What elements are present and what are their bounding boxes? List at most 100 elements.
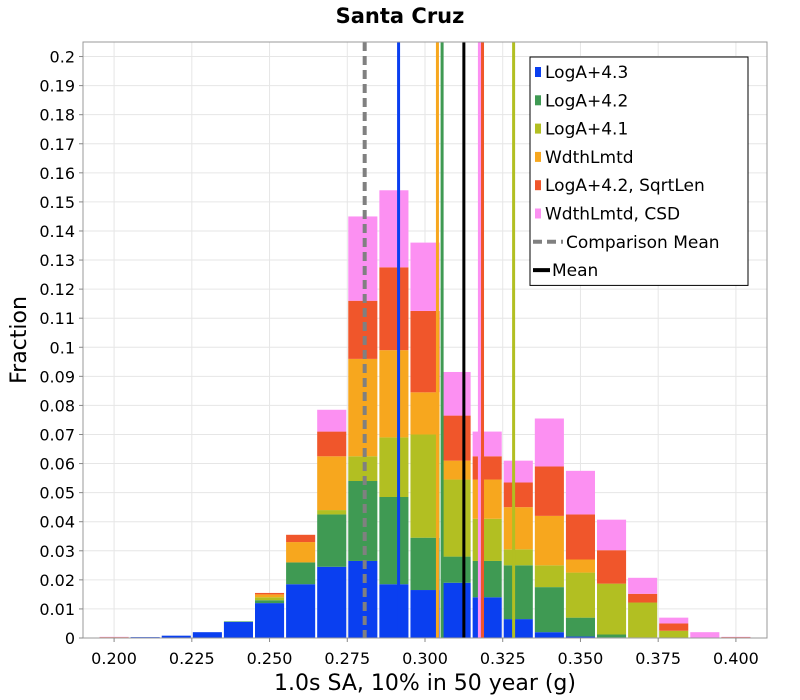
bar-loga-4-2-sqrtlen-11 <box>441 415 471 461</box>
bar-loga-4-2-13 <box>503 565 533 620</box>
bar-loga-4-2-sqrtlen-7 <box>317 431 347 457</box>
legend-swatch-loga-4-2 <box>535 95 541 106</box>
bar-loga-4-2-7 <box>317 514 347 567</box>
x-tick-label: 0.400 <box>713 649 759 668</box>
bar-loga-4-2-sqrtlen-12 <box>472 456 502 480</box>
bar-wdthlmtd-14 <box>534 515 564 566</box>
bar-wdthlmtd-csd-16 <box>597 519 627 551</box>
y-tick-label: 0.13 <box>39 251 75 270</box>
bar-loga-4-2-sqrtlen-15 <box>565 514 595 560</box>
bar-loga-4-2-14 <box>534 587 564 633</box>
bar-loga-4-3-12 <box>472 597 502 638</box>
x-tick-label: 0.275 <box>324 649 370 668</box>
bar-loga-4-3-10 <box>410 590 440 638</box>
bar-loga-4-1-10 <box>410 434 440 538</box>
bar-loga-4-3-4 <box>223 622 253 638</box>
bar-wdthlmtd-11 <box>441 460 471 480</box>
bar-wdthlmtd-13 <box>503 507 533 550</box>
y-tick-label: 0.08 <box>39 396 75 415</box>
bar-loga-4-1-16 <box>597 583 627 635</box>
bars <box>99 190 751 638</box>
y-tick-label: 0.11 <box>39 309 75 328</box>
bar-wdthlmtd-12 <box>472 479 502 519</box>
y-tick-label: 0.2 <box>50 48 75 67</box>
legend-box <box>529 56 749 286</box>
bar-loga-4-1-15 <box>565 572 595 618</box>
bar-loga-4-2-12 <box>472 560 502 598</box>
y-tick-label: 0.18 <box>39 106 75 125</box>
bar-wdthlmtd-csd-13 <box>503 460 533 483</box>
bar-loga-4-1-13 <box>503 549 533 566</box>
legend-label-loga-4-2-sqrtlen: LogA+4.2, SqrtLen <box>545 176 705 196</box>
bar-loga-4-1-18 <box>659 630 689 638</box>
y-tick-label: 0.07 <box>39 425 75 444</box>
bar-loga-4-3-5 <box>255 603 285 638</box>
bar-wdthlmtd-csd-9 <box>379 190 409 268</box>
y-tick-label: 0.02 <box>39 571 75 590</box>
legend: LogA+4.3 LogA+4.2 LogA+4.1 WdthLmtd LogA+4.2… <box>529 56 749 286</box>
bar-loga-4-2-sqrtlen-18 <box>659 623 689 631</box>
bar-loga-4-2-11 <box>441 556 471 583</box>
bar-wdthlmtd-15 <box>565 559 595 573</box>
legend-label-loga-4-1: LogA+4.1 <box>545 120 628 140</box>
bar-loga-4-1-12 <box>472 518 502 561</box>
bar-wdthlmtd-csd-15 <box>565 470 595 515</box>
y-tick-label: 0.01 <box>39 600 75 619</box>
x-axis-ticks: 0.200 0.225 0.250 0.275 0.300 0.325 0.350 0.375… <box>91 638 759 668</box>
y-tick-label: 0.19 <box>39 77 75 96</box>
bar-wdthlmtd-5 <box>255 594 285 598</box>
y-tick-label: 0.1 <box>50 338 75 357</box>
x-tick-label: 0.300 <box>402 649 448 668</box>
bar-loga-4-3-14 <box>534 632 564 638</box>
bar-loga-4-3-6 <box>286 584 316 638</box>
legend-swatch-loga-4-3 <box>535 67 541 77</box>
bar-wdthlmtd-csd-18 <box>659 617 689 624</box>
x-tick-label: 0.200 <box>91 649 137 668</box>
bar-wdthlmtd-9 <box>379 350 409 438</box>
y-tick-label: 0.09 <box>39 367 75 386</box>
bar-wdthlmtd-csd-14 <box>534 418 564 467</box>
y-tick-label: 0.04 <box>39 513 75 532</box>
chart-title: Santa Cruz <box>336 4 465 28</box>
x-axis-label: 1.0s SA, 10% in 50 year (g) <box>274 671 576 696</box>
bar-wdthlmtd-csd-11 <box>441 371 471 416</box>
bar-wdthlmtd-csd-7 <box>317 409 347 432</box>
legend-label-wdthlmtd-csd: WdthLmtd, CSD <box>545 205 680 225</box>
legend-swatch-loga-4-2-sqrtlen <box>535 180 541 191</box>
x-tick-label: 0.225 <box>169 649 215 668</box>
bar-wdthlmtd-6 <box>286 542 316 563</box>
legend-label-loga-4-2: LogA+4.2 <box>545 91 628 111</box>
bar-loga-4-1-7 <box>317 510 347 515</box>
legend-label-comparison-mean: Comparison Mean <box>566 233 720 253</box>
legend-swatch-loga-4-1 <box>535 123 541 134</box>
bar-loga-4-3-3 <box>192 632 222 638</box>
bar-loga-4-3-8 <box>348 560 378 638</box>
legend-swatch-wdthlmtd <box>535 151 541 162</box>
x-tick-label: 0.375 <box>635 649 681 668</box>
legend-label-wdthlmtd: WdthLmtd <box>545 148 634 168</box>
bar-loga-4-2-sqrtlen-17 <box>628 593 658 603</box>
y-tick-label: 0.16 <box>39 164 75 183</box>
bar-wdthlmtd-csd-19 <box>690 632 720 638</box>
bar-loga-4-2-10 <box>410 537 440 591</box>
legend-label-mean: Mean <box>552 261 598 281</box>
x-tick-label: 0.350 <box>558 649 604 668</box>
bar-loga-4-1-17 <box>628 602 658 638</box>
bar-loga-4-2-16 <box>597 634 627 638</box>
y-tick-label: 0.17 <box>39 135 75 154</box>
bar-loga-4-1-9 <box>379 437 409 497</box>
legend-swatch-wdthlmtd-csd <box>535 208 541 219</box>
legend-label-loga-4-3: LogA+4.3 <box>545 63 628 83</box>
bar-loga-4-1-11 <box>441 479 471 557</box>
bar-loga-4-3-13 <box>503 619 533 638</box>
bar-wdthlmtd-7 <box>317 456 347 511</box>
x-tick-label: 0.250 <box>247 649 293 668</box>
bar-loga-4-2-sqrtlen-10 <box>410 310 440 393</box>
y-tick-label: 0.12 <box>39 280 75 299</box>
bar-loga-4-3-7 <box>317 566 347 638</box>
bar-loga-4-3-9 <box>379 584 409 638</box>
bar-loga-4-2-15 <box>565 617 595 637</box>
y-tick-label: 0.06 <box>39 455 75 474</box>
y-tick-label: 0 <box>65 629 75 648</box>
